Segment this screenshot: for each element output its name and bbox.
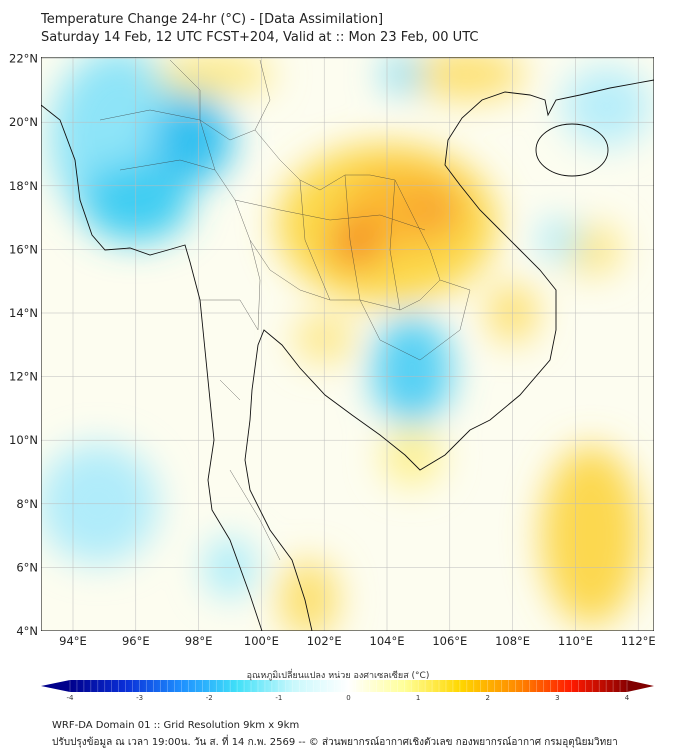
longitude-label: 104°E bbox=[370, 634, 405, 648]
longitude-label: 110°E bbox=[558, 634, 593, 648]
map-title: Temperature Change 24-hr (°C) - [Data As… bbox=[41, 12, 384, 27]
latitude-label: 16°N bbox=[9, 242, 38, 256]
latitude-label: 6°N bbox=[16, 560, 38, 574]
latitude-label: 20°N bbox=[9, 115, 38, 129]
latitude-label: 4°N bbox=[16, 624, 38, 638]
temperature-anomaly-region bbox=[152, 93, 233, 184]
temperature-anomaly-region bbox=[330, 218, 381, 269]
coastlines bbox=[41, 79, 654, 631]
colorbar-tick-label: 4 bbox=[625, 694, 630, 702]
temperature-field bbox=[41, 57, 652, 631]
temperature-anomaly-region bbox=[382, 426, 443, 487]
temperature-anomaly-region bbox=[278, 559, 339, 631]
latitude-label: 12°N bbox=[9, 370, 38, 384]
colorbar-min-arrow bbox=[41, 680, 70, 692]
longitude-label: 96°E bbox=[122, 634, 150, 648]
temperature-anomaly-region bbox=[539, 219, 580, 260]
temperature-anomaly-region bbox=[372, 315, 453, 426]
colorbar-tick-label: -3 bbox=[136, 694, 143, 702]
temperature-anomaly-region bbox=[405, 57, 526, 100]
footer-model-info: WRF-DA Domain 01 :: Grid Resolution 9km … bbox=[52, 720, 300, 731]
temperature-anomaly-region bbox=[154, 57, 275, 95]
latitude-label: 14°N bbox=[9, 306, 38, 320]
colorbar-tick-label: 1 bbox=[416, 694, 420, 702]
province-borders bbox=[99, 59, 471, 561]
latitude-label: 10°N bbox=[9, 433, 38, 447]
temperature-anomaly-region bbox=[409, 191, 460, 232]
longitude-labels: 94°E 96°E 98°E 100°E 102°E 104°E 106°E 108°E 110… bbox=[59, 634, 656, 648]
temperature-anomaly-region bbox=[382, 57, 423, 93]
longitude-label: 112°E bbox=[621, 634, 656, 648]
colorbar: -4 -3 -2 -1 0 1 2 3 4 bbox=[41, 680, 654, 702]
latitude-label: 22°N bbox=[9, 52, 38, 66]
colorbar-max-arrow bbox=[627, 680, 654, 692]
graticule bbox=[41, 57, 654, 631]
longitude-label: 102°E bbox=[307, 634, 342, 648]
colorbar-title: อุณหภูมิเปลี่ยนแปลง หน่วย องศาเซลเซียส (… bbox=[246, 671, 430, 681]
latitude-label: 18°N bbox=[9, 179, 38, 193]
temperature-anomaly-region bbox=[541, 445, 642, 626]
colorbar-tick-label: 3 bbox=[555, 694, 559, 702]
map-subtitle: Saturday 14 Feb, 12 UTC FCST+204, Valid … bbox=[41, 30, 479, 45]
latitude-labels: 22°N 20°N 18°N 16°N 14°N 12°N 10°N 8°N 6°N 4°N bbox=[9, 52, 38, 638]
longitude-label: 106°E bbox=[432, 634, 467, 648]
longitude-label: 108°E bbox=[495, 634, 530, 648]
colorbar-tick-label: -1 bbox=[275, 694, 282, 702]
longitude-label: 94°E bbox=[59, 634, 87, 648]
longitude-label: 98°E bbox=[185, 634, 213, 648]
longitude-label: 100°E bbox=[244, 634, 279, 648]
colorbar-tick-label: 2 bbox=[486, 694, 490, 702]
latitude-label: 8°N bbox=[16, 497, 38, 511]
temperature-anomaly-region bbox=[561, 66, 652, 147]
colorbar-tick-label: -4 bbox=[67, 694, 75, 702]
colorbar-tick-label: 0 bbox=[346, 694, 350, 702]
footer-credit: ปรับปรุงข้อมูล ณ เวลา 19:00น. วัน ส. ที่… bbox=[52, 737, 618, 748]
colorbar-tick-label: -2 bbox=[206, 694, 213, 702]
map-plot-area bbox=[41, 57, 654, 631]
